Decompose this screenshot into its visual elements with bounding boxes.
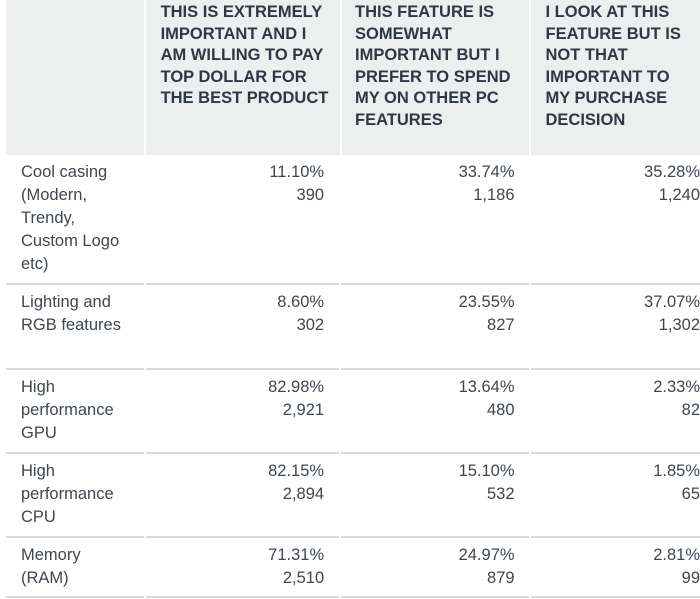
header-cell-somewhat-important: THIS FEATURE IS SOMEWHAT IMPORTANT BUT I…: [342, 0, 530, 155]
cell-percent: 82.98%: [268, 378, 325, 396]
cell-count: 302: [296, 316, 325, 334]
table-cell: 1.85% 65: [532, 454, 700, 538]
cell-count: 532: [487, 485, 515, 503]
cell-percent: 24.97%: [458, 546, 515, 564]
cell-count: 390: [296, 186, 325, 204]
cell-percent: 15.10%: [458, 462, 515, 480]
table-cell: 2.33% 82: [532, 370, 700, 454]
table-cell: 23.55% 827: [342, 285, 529, 370]
cell-count: 82: [681, 401, 700, 419]
row-label: Cool casing (Modern, Trendy, Custom Logo…: [21, 163, 120, 273]
table-cell: 24.97% 879: [342, 538, 529, 598]
cell-count: 2,921: [282, 401, 325, 419]
table-cell: 35.28% 1,240: [532, 155, 700, 285]
table-cell: 82.15% 2,894: [146, 454, 340, 538]
header-cell-extremely-important: THIS IS EXTREMELY IMPORTANT AND I AM WIL…: [145, 0, 341, 155]
table-row: Memory (RAM) 71.31% 2,510 24.97% 879 2.81%…: [6, 538, 700, 598]
row-label: High performance GPU: [21, 378, 114, 442]
cell-percent: 2.81%: [653, 546, 700, 564]
cell-count: 2,894: [282, 485, 325, 503]
cell-percent: 23.55%: [458, 293, 515, 311]
row-label: High performance CPU: [21, 462, 114, 526]
table-row: High performance CPU 82.15% 2,894 15.10% 5…: [6, 454, 700, 538]
cell-count: 879: [487, 569, 515, 587]
table-row: Cool casing (Modern, Trendy, Custom Logo…: [6, 155, 700, 285]
table-cell: 8.60% 302: [146, 285, 340, 370]
table-cell: 11.10% 390: [146, 155, 340, 285]
row-label: Memory (RAM): [21, 546, 81, 587]
cell-percent: 71.31%: [268, 546, 325, 564]
table-header: THIS IS EXTREMELY IMPORTANT AND I AM WIL…: [6, 0, 700, 155]
cell-count: 1,240: [658, 186, 700, 204]
table-row: High performance GPU 82.98% 2,921 13.64% 4…: [6, 370, 700, 454]
cell-count: 827: [487, 316, 515, 334]
cell-count: 1,302: [658, 316, 700, 334]
table-row: Lighting and RGB features 8.60% 302 23.55…: [6, 285, 700, 370]
table-cell: 13.64% 480: [342, 370, 529, 454]
cell-percent: 2.33%: [653, 378, 700, 396]
header-label: THIS FEATURE IS SOMEWHAT IMPORTANT BUT I…: [355, 3, 511, 129]
cell-count: 65: [681, 485, 700, 503]
header-cell-not-important: I LOOK AT THIS FEATURE BUT IS NOT THAT I…: [531, 0, 700, 155]
cell-count: 99: [681, 569, 700, 587]
survey-results-table: THIS IS EXTREMELY IMPORTANT AND I AM WIL…: [6, 0, 700, 598]
cell-percent: 13.64%: [458, 378, 515, 396]
header-corner-cell: [6, 0, 144, 155]
cell-count: 2,510: [282, 569, 325, 587]
cell-percent: 82.15%: [268, 462, 325, 480]
row-label: Lighting and RGB features: [21, 293, 121, 334]
cell-percent: 1.85%: [653, 462, 700, 480]
cell-percent: 37.07%: [644, 293, 700, 311]
table-cell: 2.81% 99: [532, 538, 700, 598]
header-label: THIS IS EXTREMELY IMPORTANT AND I AM WIL…: [160, 3, 329, 107]
table-cell: 15.10% 532: [342, 454, 529, 538]
header-label: I LOOK AT THIS FEATURE BUT IS NOT THAT I…: [545, 3, 681, 129]
cell-percent: 35.28%: [644, 163, 700, 181]
cell-percent: 33.74%: [458, 163, 515, 181]
table-cell: 37.07% 1,302: [532, 285, 700, 370]
cell-count: 480: [487, 401, 515, 419]
cell-count: 1,186: [473, 186, 515, 204]
table-cell: 71.31% 2,510: [146, 538, 340, 598]
table-cell: 33.74% 1,186: [342, 155, 529, 285]
cell-percent: 8.60%: [277, 293, 325, 311]
table-cell: 82.98% 2,921: [146, 370, 340, 454]
cell-percent: 11.10%: [269, 163, 325, 181]
